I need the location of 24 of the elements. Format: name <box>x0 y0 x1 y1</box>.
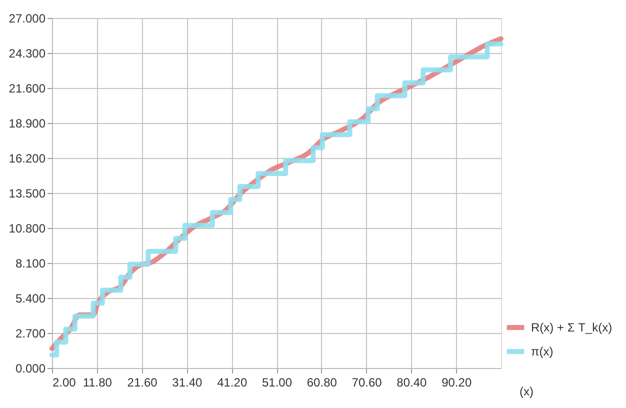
y-tick-label: 5.400 <box>15 292 46 306</box>
legend-label: π(x) <box>531 344 554 358</box>
y-tick-label: 0.000 <box>15 362 46 376</box>
y-tick-label: 10.800 <box>8 222 46 236</box>
x-tick-label: 51.00 <box>262 376 292 390</box>
y-tick-label: 27.000 <box>8 12 46 26</box>
x-tick-label: 21.60 <box>127 376 158 390</box>
x-tick-label: 11.80 <box>82 376 112 390</box>
legend-label: R(x) + Σ T_k(x) <box>531 320 612 334</box>
x-tick-label: 60.80 <box>306 376 338 390</box>
x-tick-label: 31.40 <box>172 376 203 390</box>
x-tick-label: 70.60 <box>352 376 382 390</box>
x-tick-label: 80.40 <box>396 376 428 390</box>
y-tick-label: 18.900 <box>8 116 46 130</box>
y-tick-label: 21.600 <box>8 82 46 96</box>
y-tick-label: 8.100 <box>15 256 46 270</box>
y-tick-label: 16.200 <box>8 152 46 166</box>
x-axis-title: (x) <box>520 384 534 398</box>
x-tick-label: 90.20 <box>442 376 472 390</box>
x-tick-label: 41.20 <box>217 376 248 390</box>
x-tick-label: 2.00 <box>52 376 76 390</box>
y-tick-label: 13.500 <box>8 186 46 200</box>
y-tick-label: 2.700 <box>15 326 46 340</box>
y-tick-label: 24.300 <box>8 46 46 60</box>
